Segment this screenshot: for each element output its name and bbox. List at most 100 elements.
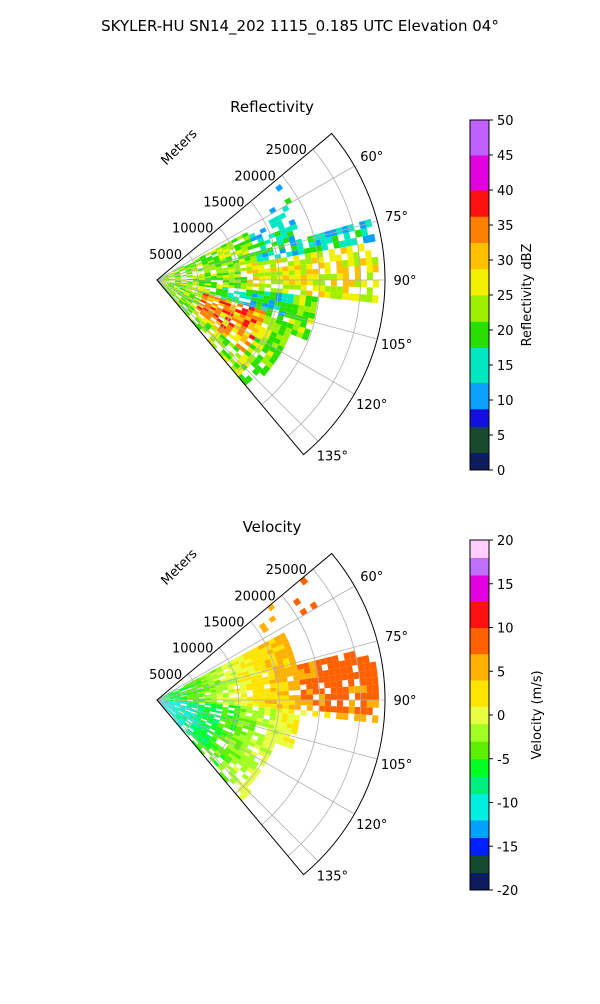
reflectivity-cell (335, 254, 342, 261)
velocity-cell (264, 711, 270, 716)
velocity-colorbar-segment (470, 619, 489, 628)
reflectivity-cell (325, 274, 331, 280)
reflectivity-cell (300, 259, 307, 265)
velocity-cell (264, 688, 270, 692)
reflectivity-cell (247, 286, 253, 290)
reflectivity-cell (283, 284, 289, 289)
reflectivity-cell (360, 258, 367, 266)
velocity-cell (270, 687, 276, 692)
reflectivity-colorbar-label: Reflectivity dBZ (520, 244, 535, 347)
velocity-cell (327, 663, 334, 670)
velocity-cell (282, 682, 289, 687)
reflectivity-cell (289, 280, 295, 285)
velocity-cell (269, 615, 277, 622)
reflectivity-cell (265, 272, 271, 276)
velocity-colorbar-tick-label: 0 (497, 709, 505, 724)
reflectivity-cell (277, 276, 283, 280)
reflectivity-cell (349, 280, 355, 287)
velocity-cell (325, 706, 331, 712)
reflectivity-cell (366, 295, 373, 303)
velocity-cell (228, 710, 234, 714)
velocity-cell (259, 700, 265, 704)
reflectivity-colorbar-segment (470, 365, 489, 374)
reflectivity-colorbar-segment (470, 251, 489, 260)
reflectivity-cell (252, 269, 258, 273)
reflectivity-cell (283, 280, 289, 285)
velocity-cell (235, 700, 241, 703)
velocity-cell (294, 685, 300, 690)
velocity-cell (331, 687, 337, 693)
reflectivity-cell (336, 293, 343, 300)
velocity-cell (300, 710, 306, 716)
reflectivity-azimuth-ticks: 60°75°90°105°120°135° (317, 150, 417, 464)
reflectivity-cell (288, 294, 295, 299)
velocity-azimuth-tick-label: 135° (317, 869, 348, 884)
velocity-colorbar-segment (470, 663, 489, 672)
reflectivity-cell (264, 239, 271, 245)
reflectivity-cell (295, 285, 301, 290)
reflectivity-cell (294, 260, 301, 266)
reflectivity-cell (313, 280, 319, 286)
velocity-cell (337, 706, 343, 713)
velocity-cell (253, 700, 259, 704)
velocity-cell (334, 668, 341, 675)
reflectivity-colorbar-tick-label: 5 (497, 429, 505, 444)
reflectivity-colorbar-tick-label: 50 (497, 114, 514, 129)
velocity-colorbar-segment (470, 803, 489, 812)
figure-title: SKYLER-HU SN14_202 1115_0.185 UTC Elevat… (101, 17, 499, 36)
reflectivity-range-tick-label: 15000 (203, 195, 244, 210)
reflectivity-colorbar-segment (470, 278, 489, 287)
velocity-cell (373, 700, 379, 708)
reflectivity-cell (229, 285, 235, 288)
reflectivity-cell (271, 276, 277, 280)
velocity-cell (333, 661, 340, 668)
velocity-azimuth-tick-label: 60° (360, 570, 383, 585)
velocity-cell (360, 714, 367, 722)
velocity-cell (339, 660, 346, 668)
reflectivity-cell (211, 274, 217, 277)
reflectivity-cell (306, 258, 313, 264)
velocity-cell (371, 669, 378, 677)
reflectivity-cell (337, 274, 343, 280)
reflectivity-cell (311, 302, 318, 308)
reflectivity-cell (240, 267, 246, 271)
reflectivity-cell (289, 285, 295, 290)
velocity-azimuth-tick-label: 75° (385, 630, 408, 645)
reflectivity-cell (313, 285, 319, 291)
reflectivity-cell (300, 264, 306, 270)
reflectivity-cell (305, 253, 312, 259)
velocity-cell (288, 709, 294, 714)
velocity-azimuth-tick-label: 120° (356, 818, 387, 833)
velocity-cell (277, 704, 283, 709)
velocity-cell (276, 713, 282, 718)
reflectivity-cell (247, 270, 253, 274)
velocity-colorbar-segment (470, 741, 489, 750)
reflectivity-colorbar-segment (470, 295, 489, 304)
reflectivity-cell (347, 252, 354, 259)
velocity-colorbar-segment (470, 733, 489, 742)
reflectivity-cell (293, 255, 300, 261)
reflectivity-cell (259, 276, 265, 280)
reflectivity-cell (301, 275, 307, 280)
velocity-cell (366, 707, 372, 715)
velocity-cell (259, 704, 265, 708)
reflectivity-cell (259, 227, 266, 233)
reflectivity-cell (325, 286, 331, 292)
velocity-cell (229, 703, 235, 706)
reflectivity-cell (181, 277, 187, 278)
reflectivity-cell (336, 261, 343, 268)
velocity-cell (299, 674, 306, 680)
velocity-cell (217, 695, 223, 698)
reflectivity-cell (348, 259, 355, 266)
reflectivity-cell (265, 276, 271, 280)
velocity-cell (229, 700, 235, 703)
velocity-cell (283, 700, 289, 705)
reflectivity-colorbar-segment (470, 120, 489, 129)
velocity-colorbar-segment (470, 540, 489, 549)
reflectivity-colorbar-segment (470, 321, 489, 330)
velocity-cell (277, 696, 283, 700)
reflectivity-colorbar-segment (470, 234, 489, 243)
reflectivity-cell (304, 248, 311, 254)
velocity-colorbar-segment (470, 706, 489, 715)
